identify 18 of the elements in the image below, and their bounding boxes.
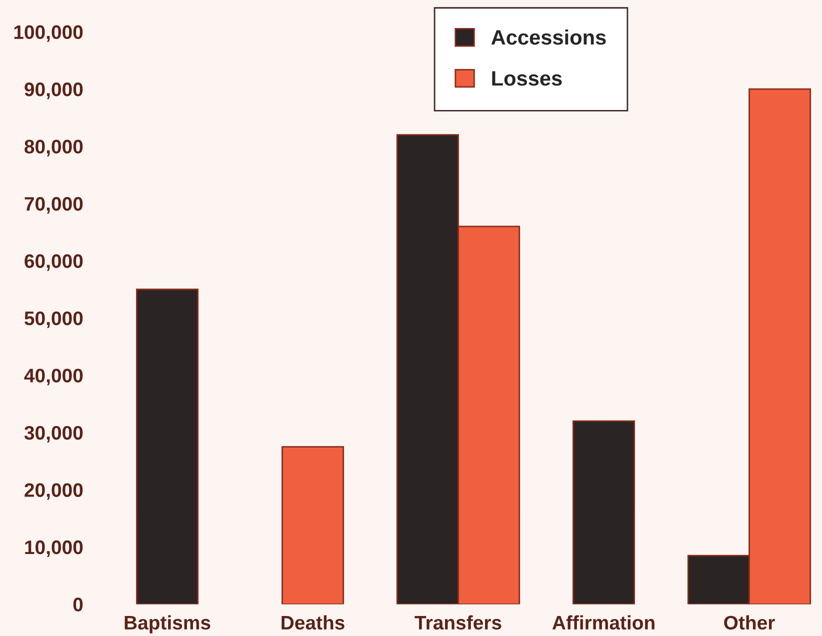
y-tick-label: 60,000 <box>24 254 83 271</box>
y-tick-label: 30,000 <box>24 426 83 443</box>
x-tick-label: Baptisms <box>124 615 210 634</box>
legend-label: Losses <box>492 71 562 86</box>
y-tick-label: 100,000 <box>14 25 83 42</box>
y-tick-label: 10,000 <box>25 540 83 558</box>
y-tick-label: 20,000 <box>24 483 83 500</box>
x-tick-label: Deaths <box>282 615 344 630</box>
y-tick-label: 80,000 <box>24 140 83 156</box>
y-tick-label: 70,000 <box>24 196 83 214</box>
x-tick-label: Other <box>724 615 775 630</box>
y-tick-label: 0 <box>73 598 83 612</box>
x-tick-label: Affirmation <box>552 615 654 630</box>
x-tick-label: Transfers <box>414 615 502 630</box>
y-tick-label: 50,000 <box>24 311 83 328</box>
y-tick-label: 40,000 <box>24 368 83 386</box>
y-tick-label: 90,000 <box>24 82 83 100</box>
legend-label: Accessions <box>491 29 606 45</box>
